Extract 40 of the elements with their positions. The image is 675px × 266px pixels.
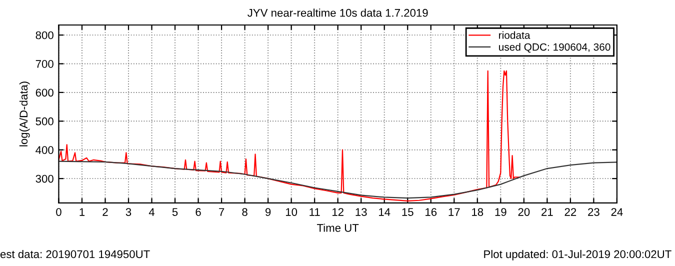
- x-tick-label: 5: [172, 208, 178, 216]
- x-tick-label: 16: [426, 208, 437, 216]
- legend-label: used QDC: 190604, 360: [499, 43, 610, 53]
- y-tick-label: 700: [36, 60, 54, 68]
- x-tick-label: 3: [126, 208, 132, 216]
- x-tick-label: 8: [242, 208, 248, 216]
- x-tick-label: 1: [80, 208, 85, 216]
- chart-title: JYV near-realtime 10s data 1.7.2019: [248, 8, 428, 17]
- x-tick-label: 21: [542, 208, 553, 216]
- x-tick-label: 23: [588, 208, 600, 216]
- x-tick-label: 6: [196, 208, 201, 216]
- line-series: [58, 70, 520, 202]
- y-tick-label: 400: [36, 146, 54, 154]
- x-tick-label: 24: [611, 208, 623, 216]
- x-tick-label: 10: [286, 208, 298, 216]
- x-tick-label: 19: [495, 208, 506, 216]
- y-tick-label: 500: [36, 117, 54, 126]
- text: Plot updated: 01-Jul-2019 20:00:02UT: [484, 250, 672, 260]
- x-tick-label: 9: [265, 208, 271, 216]
- x-tick-label: 4: [148, 208, 155, 216]
- y-tick-label: 800: [36, 31, 54, 40]
- x-tick-label: 12: [332, 208, 344, 216]
- x-tick-label: 18: [472, 208, 484, 216]
- x-tick-label: 17: [448, 208, 460, 216]
- x-tick-label: 22: [564, 208, 576, 216]
- x-axis-title: Time UT: [317, 224, 359, 232]
- x-tick-label: 15: [402, 208, 414, 216]
- line-series: [58, 160, 617, 199]
- y-axis-title: log(A/D-data): [19, 82, 30, 146]
- x-tick-label: 13: [356, 208, 367, 216]
- y-tick-label: 300: [36, 174, 54, 183]
- x-tick-label: 14: [379, 208, 390, 216]
- x-tick-label: 0: [56, 208, 62, 216]
- x-tick-label: 7: [219, 208, 224, 216]
- x-tick-label: 2: [102, 208, 108, 216]
- x-tick-label: 20: [518, 208, 530, 216]
- text: est data: 20190701 194950UT: [0, 250, 150, 258]
- x-tick-label: 11: [310, 208, 320, 216]
- legend-label: riodata: [499, 31, 530, 39]
- y-tick-label: 600: [36, 88, 54, 97]
